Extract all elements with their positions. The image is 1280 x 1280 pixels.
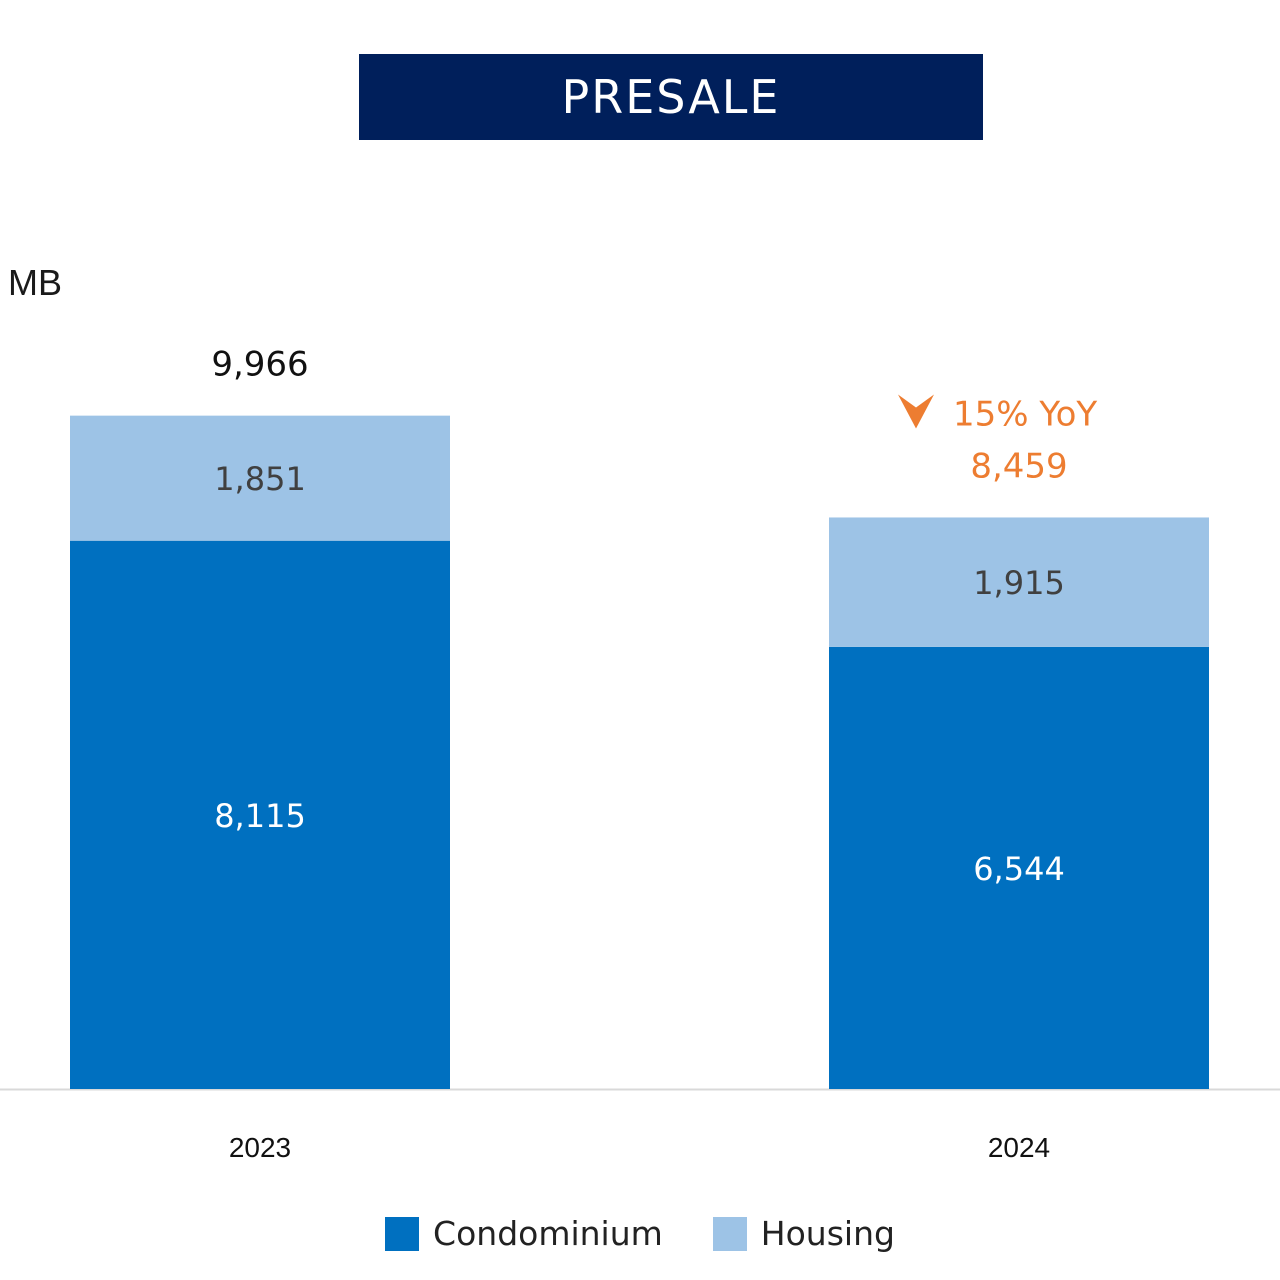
data-label-condominium-2024: 6,544 — [973, 850, 1065, 888]
legend-label-condominium: Condominium — [433, 1214, 663, 1253]
legend-swatch-condominium — [385, 1216, 420, 1251]
yoy-annotation-label: 15% YoY — [953, 394, 1097, 434]
data-label-housing-2024: 1,915 — [973, 564, 1065, 602]
bar-housing-2024 — [829, 517, 1209, 647]
data-label-housing-2023: 1,851 — [214, 460, 306, 498]
down-arrow-icon — [898, 394, 934, 429]
x-tick-label-2024: 2024 — [988, 1132, 1050, 1163]
data-label-condominium-2023: 8,115 — [214, 797, 306, 835]
total-label-2024: 8,459 — [970, 446, 1067, 486]
bar-housing-2023 — [70, 415, 450, 541]
legend-label-housing: Housing — [760, 1214, 895, 1253]
bar-condominium-2024 — [829, 646, 1209, 1089]
legend-swatch-housing — [712, 1216, 747, 1251]
bar-condominium-2023 — [70, 540, 450, 1089]
total-label-2023: 9,966 — [211, 345, 308, 385]
x-tick-label-2023: 2023 — [229, 1132, 291, 1163]
unit-label: MB — [8, 262, 62, 303]
chart-title-banner: PRESALE — [359, 54, 983, 140]
legend-item-condominium: Condominium — [385, 1214, 663, 1253]
legend: Condominium Housing — [0, 1214, 1280, 1253]
legend-item-housing: Housing — [712, 1214, 895, 1253]
chart-title: PRESALE — [561, 70, 781, 124]
